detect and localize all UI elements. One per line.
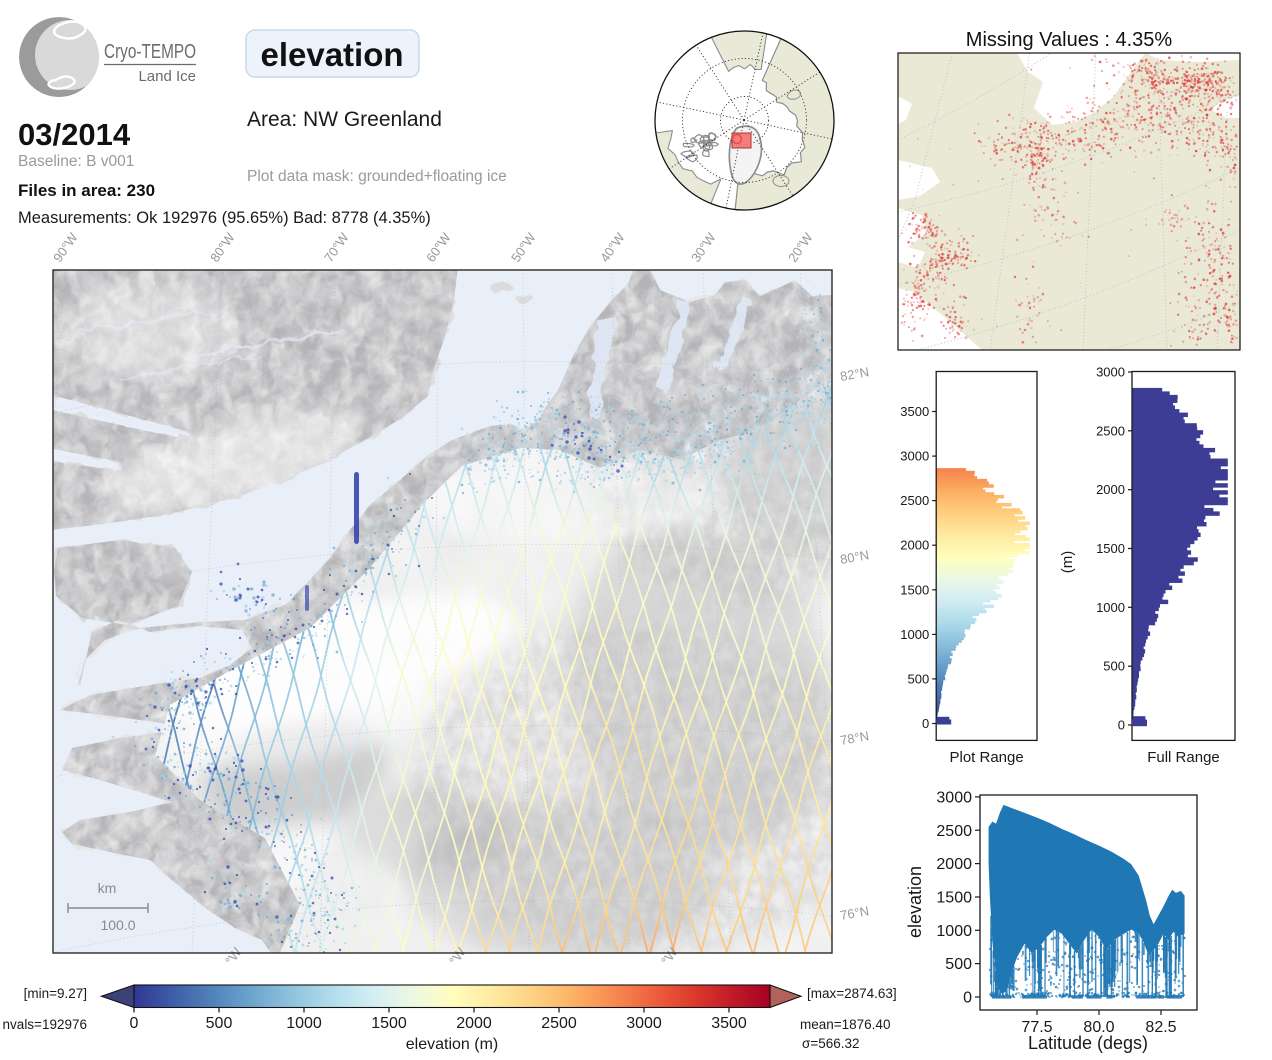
- svg-text:3500: 3500: [900, 404, 929, 419]
- svg-text:1000: 1000: [900, 627, 929, 642]
- svg-text:(m): (m): [1059, 551, 1076, 574]
- svg-text:3000: 3000: [1096, 364, 1125, 379]
- svg-text:elevation: elevation: [905, 866, 925, 938]
- svg-text:[min=9.27]: [min=9.27]: [24, 986, 87, 1001]
- svg-text:Plot data mask: grounded+float: Plot data mask: grounded+floating ice: [247, 168, 507, 185]
- svg-text:2500: 2500: [541, 1015, 577, 1032]
- svg-text:[max=2874.63]: [max=2874.63]: [807, 986, 897, 1001]
- svg-text:Missing Values : 4.35%: Missing Values : 4.35%: [966, 29, 1173, 51]
- svg-text:1000: 1000: [1096, 600, 1125, 615]
- svg-text:1500: 1500: [936, 889, 972, 906]
- svg-text:20°W: 20°W: [785, 229, 816, 264]
- svg-text:2500: 2500: [936, 823, 972, 840]
- svg-text:0: 0: [1118, 718, 1125, 733]
- svg-text:3500: 3500: [711, 1015, 747, 1032]
- svg-text:40°W: 40°W: [597, 229, 628, 264]
- svg-text:500: 500: [945, 956, 972, 973]
- svg-text:500: 500: [907, 671, 929, 686]
- svg-text:3000: 3000: [900, 449, 929, 464]
- svg-text:2500: 2500: [1096, 423, 1125, 438]
- svg-text:90°W: 90°W: [50, 229, 81, 264]
- svg-text:03/2014: 03/2014: [18, 117, 131, 152]
- svg-text:0: 0: [963, 990, 972, 1007]
- svg-text:1500: 1500: [371, 1015, 407, 1032]
- svg-text:σ=566.32: σ=566.32: [802, 1036, 860, 1051]
- svg-text:30°W: 30°W: [688, 229, 719, 264]
- svg-text:Latitude (degs): Latitude (degs): [1028, 1033, 1148, 1053]
- svg-text:70°W: 70°W: [321, 229, 352, 264]
- svg-text:nvals=192976: nvals=192976: [3, 1017, 87, 1032]
- svg-text:3000: 3000: [936, 789, 972, 806]
- svg-text:78°N: 78°N: [839, 728, 870, 748]
- svg-text:Measurements: Ok 192976 (95.65: Measurements: Ok 192976 (95.65%) Bad: 87…: [18, 209, 431, 227]
- svg-text:Baseline: B v001: Baseline: B v001: [18, 153, 134, 170]
- svg-text:60°W: 60°W: [423, 229, 454, 264]
- svg-text:2000: 2000: [1096, 482, 1125, 497]
- svg-text:2000: 2000: [456, 1015, 492, 1032]
- svg-text:Files in area: 230: Files in area: 230: [18, 181, 155, 200]
- svg-text:82.5: 82.5: [1145, 1019, 1176, 1036]
- svg-text:80.0: 80.0: [1083, 1019, 1114, 1036]
- svg-text:1000: 1000: [936, 923, 972, 940]
- svg-text:0: 0: [130, 1015, 139, 1032]
- svg-text:82°N: 82°N: [839, 364, 870, 384]
- svg-text:elevation: elevation: [260, 36, 403, 73]
- svg-text:elevation (m): elevation (m): [406, 1036, 498, 1053]
- svg-text:2000: 2000: [936, 856, 972, 873]
- svg-text:1000: 1000: [286, 1015, 322, 1032]
- svg-text:0: 0: [922, 716, 929, 731]
- svg-text:80°N: 80°N: [839, 547, 870, 567]
- svg-text:76°N: 76°N: [839, 903, 870, 923]
- svg-text:mean=1876.40: mean=1876.40: [800, 1017, 890, 1032]
- svg-text:km: km: [98, 880, 117, 896]
- svg-text:Plot Range: Plot Range: [949, 749, 1023, 766]
- svg-text:3000: 3000: [626, 1015, 662, 1032]
- svg-text:2500: 2500: [900, 493, 929, 508]
- svg-text:80°W: 80°W: [207, 229, 238, 264]
- svg-text:Area: NW Greenland: Area: NW Greenland: [247, 108, 442, 131]
- svg-text:Land Ice: Land Ice: [138, 68, 196, 85]
- svg-text:2000: 2000: [900, 538, 929, 553]
- svg-text:Cryo-TEMPO: Cryo-TEMPO: [104, 41, 196, 63]
- svg-text:Full Range: Full Range: [1147, 749, 1220, 766]
- svg-text:100.0: 100.0: [100, 917, 135, 933]
- svg-text:77.5: 77.5: [1021, 1019, 1052, 1036]
- svg-text:500: 500: [1103, 659, 1125, 674]
- svg-text:1500: 1500: [900, 582, 929, 597]
- svg-text:50°W: 50°W: [508, 229, 539, 264]
- svg-text:500: 500: [206, 1015, 233, 1032]
- svg-text:1500: 1500: [1096, 541, 1125, 556]
